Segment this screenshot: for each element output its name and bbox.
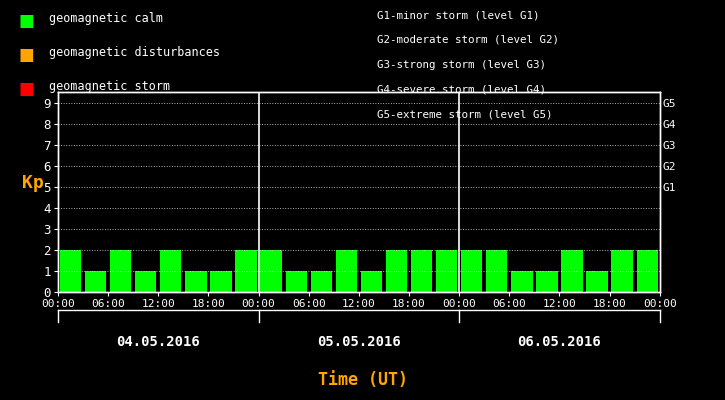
Bar <box>536 271 558 292</box>
Text: G1-minor storm (level G1): G1-minor storm (level G1) <box>377 10 539 20</box>
Bar <box>386 250 407 292</box>
Text: 05.05.2016: 05.05.2016 <box>317 335 401 349</box>
Bar <box>186 271 207 292</box>
Bar <box>236 250 257 292</box>
Bar <box>611 250 633 292</box>
Text: G3-strong storm (level G3): G3-strong storm (level G3) <box>377 60 546 70</box>
Bar <box>60 250 81 292</box>
Bar <box>210 271 231 292</box>
Text: Time (UT): Time (UT) <box>318 371 407 389</box>
Text: ■: ■ <box>18 46 34 64</box>
Bar <box>461 250 482 292</box>
Bar <box>135 271 157 292</box>
Text: 04.05.2016: 04.05.2016 <box>117 335 200 349</box>
Bar <box>561 250 583 292</box>
Y-axis label: Kp: Kp <box>22 174 44 192</box>
Text: ■: ■ <box>18 12 34 30</box>
Bar <box>361 271 382 292</box>
Bar <box>587 271 608 292</box>
Bar <box>411 250 432 292</box>
Bar <box>637 250 658 292</box>
Bar <box>511 271 532 292</box>
Text: G4-severe storm (level G4): G4-severe storm (level G4) <box>377 84 546 94</box>
Text: ■: ■ <box>18 80 34 98</box>
Bar <box>260 250 282 292</box>
Bar <box>436 250 457 292</box>
Text: geomagnetic storm: geomagnetic storm <box>49 80 170 93</box>
Bar <box>85 271 107 292</box>
Bar <box>286 271 307 292</box>
Bar <box>486 250 507 292</box>
Bar <box>110 250 131 292</box>
Text: geomagnetic calm: geomagnetic calm <box>49 12 163 25</box>
Text: 06.05.2016: 06.05.2016 <box>518 335 601 349</box>
Bar <box>160 250 181 292</box>
Text: G2-moderate storm (level G2): G2-moderate storm (level G2) <box>377 35 559 45</box>
Bar <box>310 271 332 292</box>
Bar <box>336 250 357 292</box>
Text: G5-extreme storm (level G5): G5-extreme storm (level G5) <box>377 109 552 119</box>
Text: geomagnetic disturbances: geomagnetic disturbances <box>49 46 220 59</box>
